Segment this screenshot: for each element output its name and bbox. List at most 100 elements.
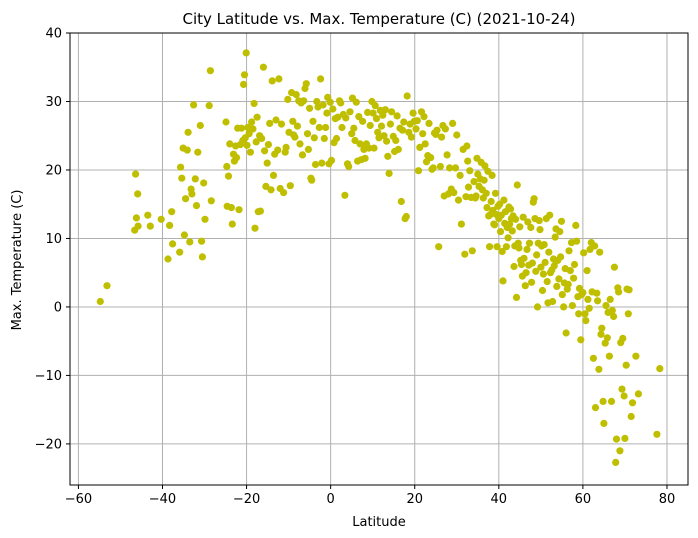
- data-point: [603, 334, 611, 342]
- data-point: [166, 221, 174, 229]
- data-point: [541, 258, 549, 266]
- data-point: [274, 146, 282, 154]
- x-tick-label: 40: [491, 492, 508, 507]
- data-point: [194, 148, 202, 156]
- data-point: [320, 134, 328, 143]
- data-point: [383, 137, 391, 145]
- data-point: [624, 310, 632, 318]
- data-point: [310, 134, 318, 142]
- data-point: [188, 190, 196, 198]
- data-point: [371, 102, 379, 110]
- data-point: [222, 118, 230, 126]
- y-axis-label: Max. Temperature (C): [10, 190, 25, 331]
- data-point: [361, 154, 369, 162]
- data-point: [372, 115, 381, 123]
- data-point: [491, 221, 499, 229]
- data-point: [421, 140, 429, 148]
- data-point: [224, 172, 233, 180]
- data-point: [227, 204, 235, 212]
- data-point: [522, 269, 530, 277]
- data-point: [597, 330, 605, 338]
- data-point: [573, 237, 581, 245]
- data-point: [157, 215, 165, 223]
- data-point: [304, 145, 312, 153]
- data-point: [516, 223, 524, 231]
- data-point: [562, 329, 570, 337]
- data-point: [394, 145, 402, 153]
- data-point: [198, 237, 206, 245]
- data-point: [519, 213, 527, 221]
- data-point: [183, 146, 191, 154]
- data-point: [556, 228, 564, 236]
- data-point: [511, 215, 520, 223]
- data-point: [365, 144, 373, 152]
- data-point: [523, 245, 531, 253]
- data-point: [388, 108, 396, 116]
- y-tick-label: 0: [54, 300, 62, 315]
- data-point: [306, 104, 314, 112]
- data-point: [334, 113, 342, 121]
- data-point: [499, 277, 507, 285]
- y-axis-ticks: −20 −10 0 10 20 30 40: [35, 27, 70, 452]
- data-point: [533, 251, 541, 259]
- data-point: [570, 274, 578, 282]
- data-point: [515, 244, 523, 252]
- data-point: [275, 75, 283, 83]
- data-point: [602, 302, 610, 310]
- data-point: [572, 221, 580, 229]
- data-point: [535, 217, 543, 225]
- data-point: [263, 159, 271, 167]
- data-point: [461, 250, 469, 258]
- data-point: [309, 117, 317, 125]
- data-point: [482, 189, 490, 197]
- data-point: [498, 247, 506, 256]
- data-point: [262, 182, 270, 190]
- data-point: [634, 390, 643, 398]
- data-point: [381, 106, 389, 114]
- data-point: [196, 121, 204, 130]
- data-point: [525, 239, 534, 247]
- data-point: [491, 189, 500, 197]
- data-point: [570, 260, 579, 269]
- data-point: [429, 164, 437, 172]
- data-point: [520, 254, 528, 262]
- data-point: [596, 248, 604, 256]
- data-point: [591, 242, 599, 250]
- data-point: [256, 207, 264, 215]
- data-point: [472, 192, 480, 200]
- data-point: [369, 109, 377, 117]
- data-point: [591, 404, 600, 412]
- data-point: [512, 293, 521, 301]
- data-point: [420, 113, 428, 121]
- data-point: [582, 317, 590, 325]
- data-point: [524, 218, 532, 226]
- data-point: [289, 117, 297, 125]
- data-point: [303, 130, 312, 138]
- data-point: [486, 243, 494, 251]
- data-point: [385, 169, 393, 177]
- data-point: [228, 220, 236, 228]
- data-point: [433, 126, 441, 134]
- data-point: [264, 141, 272, 149]
- data-point: [553, 282, 561, 290]
- chart-title: City Latitude vs. Max. Temperature (C) (…: [182, 10, 575, 28]
- data-point: [468, 247, 476, 255]
- data-point: [627, 412, 635, 421]
- data-point: [206, 67, 214, 75]
- data-point: [296, 140, 304, 148]
- data-point: [235, 206, 243, 214]
- data-point: [184, 128, 192, 136]
- data-point: [540, 241, 548, 249]
- data-point: [632, 352, 640, 360]
- data-point: [329, 105, 337, 113]
- data-point: [566, 267, 574, 275]
- data-point: [427, 154, 435, 162]
- data-point: [608, 306, 616, 314]
- data-point: [258, 134, 266, 143]
- data-point: [243, 141, 251, 149]
- x-axis-ticks: −60 −40 −20 0 20 40 60 80: [65, 485, 675, 507]
- data-point: [200, 179, 208, 187]
- data-point: [103, 282, 111, 290]
- y-tick-label: −20: [35, 437, 62, 452]
- data-point: [532, 267, 540, 275]
